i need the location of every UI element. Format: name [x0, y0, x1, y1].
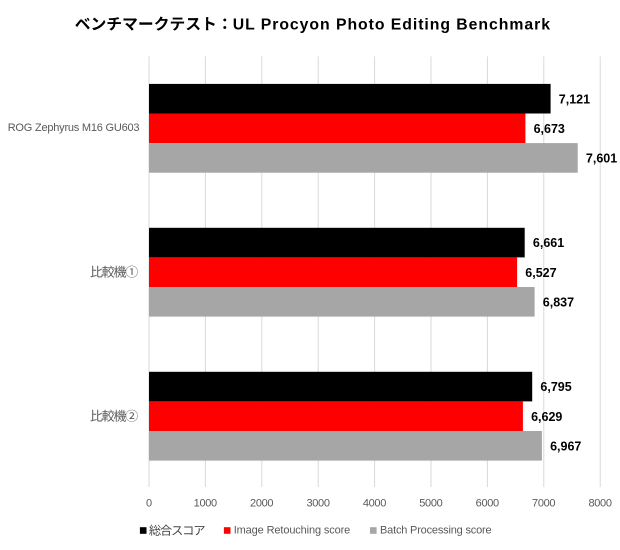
svg-text:6,661: 6,661	[533, 236, 564, 250]
svg-text:0: 0	[146, 498, 152, 510]
svg-text:6,629: 6,629	[531, 410, 562, 424]
svg-text:6,795: 6,795	[540, 380, 571, 394]
svg-text:7,121: 7,121	[559, 92, 590, 106]
svg-text:7000: 7000	[532, 498, 556, 510]
svg-text:7,601: 7,601	[586, 152, 617, 166]
svg-text:6,837: 6,837	[543, 295, 574, 309]
svg-text:8000: 8000	[588, 498, 612, 510]
svg-text:6,527: 6,527	[525, 266, 556, 280]
svg-text:5000: 5000	[419, 498, 443, 510]
svg-text:4000: 4000	[363, 498, 387, 510]
svg-text:6000: 6000	[476, 498, 500, 510]
svg-text:2000: 2000	[250, 498, 274, 510]
svg-text:6,673: 6,673	[534, 122, 565, 136]
svg-text:6,967: 6,967	[550, 439, 581, 453]
svg-text:3000: 3000	[306, 498, 330, 510]
svg-text:UL Procyon Photo Editing Bench: UL Procyon Photo Editing Benchmark	[233, 17, 551, 34]
svg-text:Batch Processing score: Batch Processing score	[380, 525, 492, 537]
svg-text:1000: 1000	[194, 498, 218, 510]
svg-text:Image Retouching score: Image Retouching score	[234, 525, 351, 537]
svg-text:ROG Zephyrus M16 GU603: ROG Zephyrus M16 GU603	[8, 122, 140, 134]
